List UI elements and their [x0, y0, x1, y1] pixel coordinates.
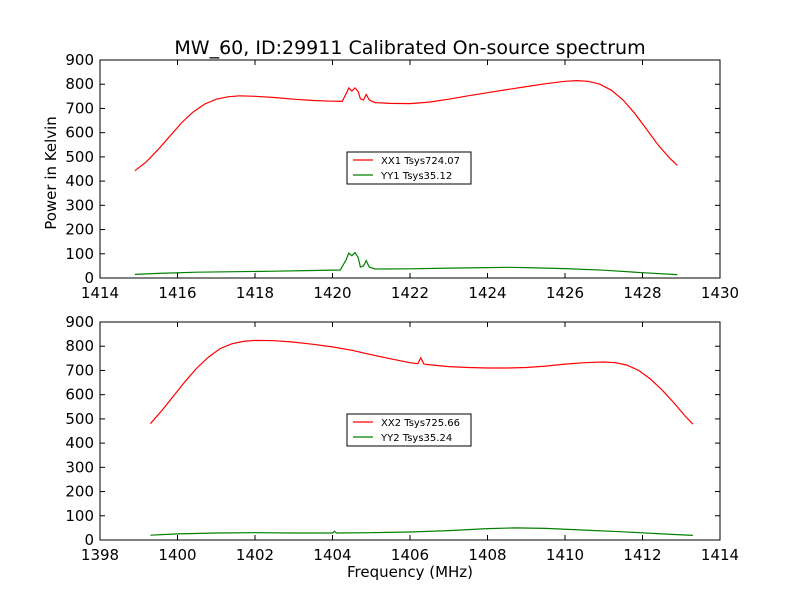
- legend-label: YY1 Tsys35.12: [380, 171, 452, 182]
- legend-box: [346, 151, 472, 185]
- x-tick-label: 1422: [391, 284, 429, 302]
- series-line-2: [150, 527, 693, 536]
- y-tick-label: 400: [65, 434, 94, 452]
- x-tick-label: 1408: [468, 546, 506, 564]
- legend-label: XX2 Tsys725.66: [381, 418, 460, 429]
- y-tick-label: 500: [65, 148, 94, 166]
- series-line-2: [134, 251, 678, 276]
- y-tick-label: 800: [65, 75, 94, 93]
- y-tick-label: 600: [65, 124, 94, 142]
- y-tick-label: 500: [65, 410, 94, 428]
- y-tick-label: 400: [65, 172, 94, 190]
- y-tick-label: 800: [65, 337, 94, 355]
- top-subplot: 1414 1416 1418 1420 1422 1424 1426 1428 1430 0 100…: [65, 51, 739, 302]
- bottom-subplot: 1398 1400 1402 1404 1406 1408 1410 1412 1414 0 100…: [65, 313, 739, 564]
- x-tick-label: 1424: [468, 284, 506, 302]
- y-tick-label: 0: [84, 269, 94, 287]
- y-tick-label: 200: [65, 221, 94, 239]
- x-tick-label: 1416: [158, 284, 196, 302]
- y-tick-label: 300: [65, 458, 94, 476]
- x-tick-label: 1414: [81, 284, 119, 302]
- x-tick-label: 1398: [81, 546, 119, 564]
- x-tick-label: 1404: [313, 546, 351, 564]
- x-tick-label: 1418: [236, 284, 274, 302]
- x-tick-label: 1426: [546, 284, 584, 302]
- x-axis-label: Frequency (MHz): [347, 563, 473, 581]
- y-tick-label: 900: [65, 51, 94, 69]
- legend-label: XX1 Tsys724.07: [381, 156, 460, 167]
- x-tick-label: 1430: [701, 284, 739, 302]
- y-tick-label: 600: [65, 386, 94, 404]
- legend-label: YY2 Tsys35.24: [380, 433, 452, 444]
- x-tick-label: 1400: [158, 546, 196, 564]
- y-axis-label: Power in Kelvin: [42, 116, 60, 230]
- y-tick-label: 100: [65, 507, 94, 525]
- x-tick-label: 1412: [623, 546, 661, 564]
- y-tick-label: 300: [65, 196, 94, 214]
- chart-title: MW_60, ID:29911 Calibrated On-source spe…: [174, 37, 645, 59]
- y-tick-label: 700: [65, 99, 94, 117]
- y-tick-label: 900: [65, 313, 94, 331]
- x-tick-label: 1410: [546, 546, 584, 564]
- y-tick-label: 100: [65, 245, 94, 263]
- y-tick-label: 0: [84, 531, 94, 549]
- x-tick-label: 1428: [623, 284, 661, 302]
- x-tick-label: 1414: [701, 546, 739, 564]
- y-tick-label: 200: [65, 483, 94, 501]
- x-tick-label: 1420: [313, 284, 351, 302]
- series-line-1: [134, 79, 678, 172]
- x-tick-label: 1406: [391, 546, 429, 564]
- legend-box: [346, 413, 472, 447]
- x-tick-label: 1402: [236, 546, 274, 564]
- y-tick-label: 700: [65, 361, 94, 379]
- series-line-1: [149, 339, 694, 425]
